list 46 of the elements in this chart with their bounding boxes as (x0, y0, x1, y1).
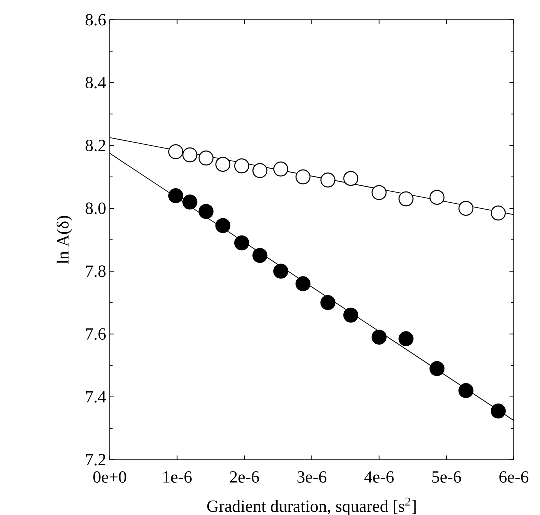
point (168, 144, 184, 160)
x-tick-label: 6e-6 (500, 472, 529, 483)
x-tick-label: 0e+0 (94, 472, 126, 484)
y-tick-label: 7.6 (86, 328, 106, 340)
point (216, 218, 231, 234)
point (320, 172, 336, 188)
point (182, 194, 198, 210)
point (252, 163, 268, 178)
y-tick-label: 7.8 (86, 266, 106, 278)
point (252, 248, 268, 264)
point (430, 190, 445, 206)
point (398, 332, 414, 346)
point (198, 204, 214, 220)
point (458, 383, 474, 398)
point (234, 236, 250, 251)
point (372, 185, 387, 200)
y-tick-label: 8.0 (86, 202, 106, 214)
point (344, 171, 359, 186)
y-tick-label: 8.2 (86, 140, 106, 152)
x-tick-label: 4e-6 (364, 472, 394, 483)
point (491, 404, 506, 419)
y-axis-title: ln A(δ) (56, 216, 72, 264)
point (216, 157, 231, 172)
point (430, 361, 445, 376)
point (320, 295, 336, 310)
x-tick-label: 2e-6 (230, 472, 260, 483)
point (198, 150, 214, 166)
point (274, 264, 289, 279)
point (168, 188, 184, 204)
point (182, 148, 198, 163)
point (398, 192, 414, 207)
point (344, 308, 359, 323)
point (372, 330, 387, 345)
point (296, 170, 311, 185)
y-tick-label: 7.2 (86, 454, 106, 466)
y-tick-label: 8.4 (86, 77, 106, 89)
x-tick-label: 5e-6 (432, 472, 462, 483)
x-tick-label: 3e-6 (298, 472, 327, 483)
point (491, 206, 506, 221)
x-tick-label: 1e-6 (164, 472, 192, 483)
point (234, 158, 250, 174)
point (458, 201, 474, 216)
y-tick-label: 7.4 (86, 391, 106, 403)
y-tick-label: 8.6 (86, 14, 106, 26)
point (296, 276, 311, 292)
point (274, 162, 289, 177)
